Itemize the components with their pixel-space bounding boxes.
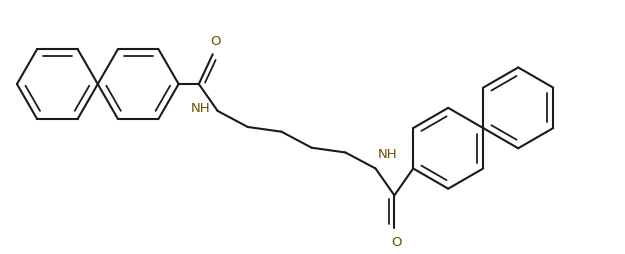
Text: O: O [392,236,402,249]
Text: O: O [210,35,221,48]
Text: NH: NH [191,102,210,115]
Text: NH: NH [378,148,398,161]
